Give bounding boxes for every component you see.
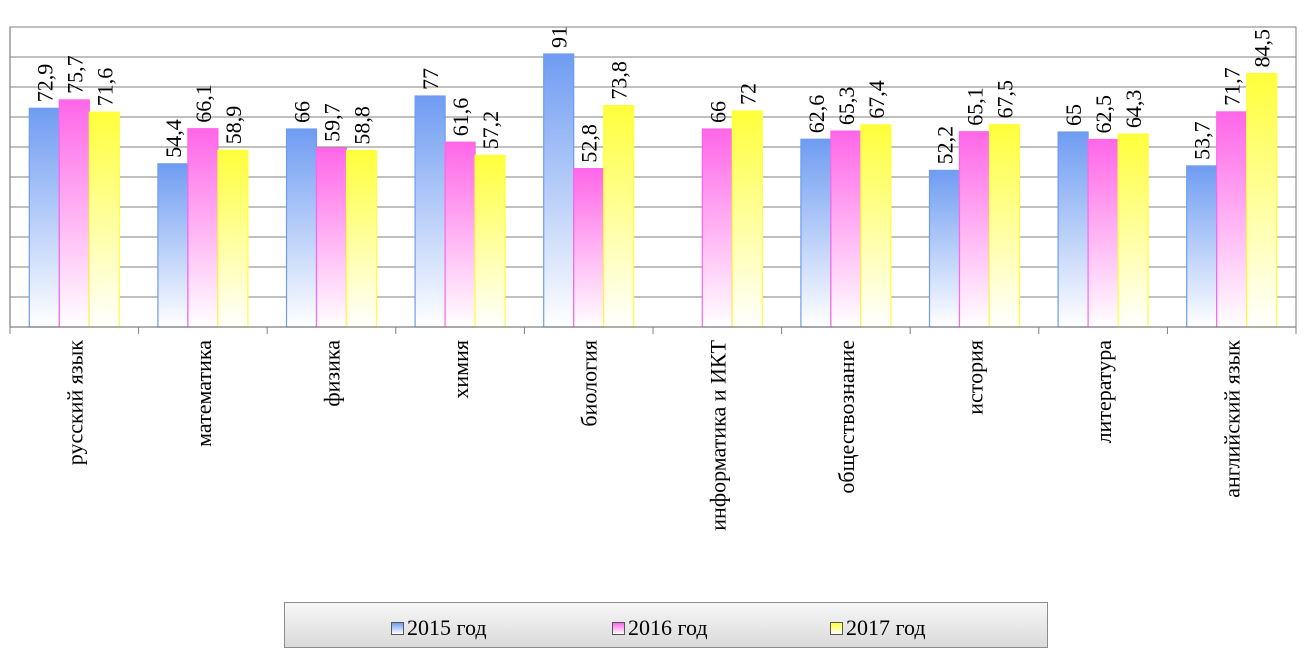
bar: [958, 131, 991, 328]
legend-label-2017: 2017 год: [846, 615, 926, 640]
legend-swatch-2015: [391, 621, 404, 635]
category-label: литература: [1091, 340, 1116, 444]
data-label: 71,6: [92, 68, 117, 107]
axes: [9, 27, 1297, 334]
bar: [988, 123, 1021, 328]
data-label: 54,4: [161, 119, 186, 158]
bar: [88, 111, 120, 328]
bar: [573, 168, 605, 328]
data-label: 58,9: [221, 106, 246, 145]
data-label: 65: [1061, 104, 1086, 126]
data-label: 58,8: [350, 106, 375, 145]
bar: [444, 141, 476, 328]
data-label: 67,4: [864, 80, 889, 119]
data-label: 64,3: [1121, 90, 1146, 129]
data-label: 66: [290, 101, 315, 123]
data-label: 52,2: [933, 126, 958, 165]
data-label: 52,8: [577, 124, 602, 163]
bar-chart: 72,9 75,7 71,654,466,158,9 66 59,7 58,87761,6…: [9, 26, 1297, 531]
data-label: 67,5: [993, 80, 1018, 119]
bar: [157, 163, 189, 328]
legend-label-2016: 2016 год: [628, 615, 708, 640]
bar: [1117, 133, 1149, 328]
data-label: 72: [735, 83, 760, 105]
bar: [860, 124, 892, 328]
bar: [731, 110, 763, 328]
bar: [701, 128, 733, 328]
bar: [1057, 131, 1089, 328]
data-label: 57,2: [478, 111, 503, 149]
category-label: математика: [191, 340, 216, 447]
category-label: английский язык: [1220, 340, 1245, 498]
legend-item-2017: 2017 год: [830, 615, 926, 640]
legend-item-2015: 2015 год: [391, 615, 487, 640]
data-label: 72,9: [32, 64, 57, 103]
bar: [58, 99, 90, 328]
data-label: 65,3: [834, 87, 859, 126]
category-labels: русский язык математика физика химия биологи…: [62, 339, 1244, 530]
bar: [1087, 138, 1119, 328]
legend-swatch-2016: [612, 621, 625, 635]
data-label: 71,7: [1220, 67, 1245, 106]
category-label: русский язык: [62, 340, 87, 466]
data-label: 65,1: [963, 87, 988, 126]
category-label: история: [963, 340, 988, 415]
bar: [285, 128, 318, 328]
legend-item-2016: 2016 год: [612, 615, 708, 640]
legend: 2015 год 2016 год 2017 год: [284, 602, 1048, 648]
bar: [187, 128, 219, 328]
bar: [830, 130, 862, 328]
legend-swatch-2017: [830, 621, 843, 635]
bar: [474, 154, 506, 328]
data-label: 77: [418, 68, 443, 90]
bar: [603, 104, 635, 328]
legend-label-2015: 2015 год: [407, 615, 487, 640]
bar: [217, 149, 249, 328]
data-label: 66: [705, 101, 730, 123]
data-label: 62,6: [804, 95, 829, 134]
bar: [928, 169, 961, 328]
bar: [315, 147, 348, 328]
bar: [1216, 111, 1248, 328]
data-label: 84,5: [1250, 29, 1275, 68]
bar: [28, 107, 60, 328]
data-label: 59,7: [320, 103, 345, 142]
data-label: 75,7: [62, 55, 87, 94]
data-label: 53,7: [1190, 121, 1215, 160]
data-label: 61,6: [448, 98, 473, 137]
bars: [28, 53, 1278, 328]
bar: [1186, 165, 1218, 328]
data-label: 91: [547, 26, 572, 48]
category-label: физика: [320, 340, 345, 407]
bar: [414, 95, 446, 328]
category-label: химия: [448, 340, 473, 399]
category-label: биология: [577, 340, 602, 427]
bar: [543, 53, 575, 328]
bar: [1246, 72, 1278, 328]
bar: [800, 138, 832, 328]
bar: [345, 150, 378, 328]
data-labels: 72,9 75,7 71,654,466,158,9 66 59,7 58,87761,6…: [32, 26, 1274, 164]
category-label: обществознание: [834, 340, 859, 494]
data-label: 66,1: [191, 84, 216, 123]
category-label: информатика и ИКТ: [705, 339, 730, 530]
data-label: 62,5: [1091, 95, 1116, 134]
data-label: 73,8: [607, 61, 632, 100]
